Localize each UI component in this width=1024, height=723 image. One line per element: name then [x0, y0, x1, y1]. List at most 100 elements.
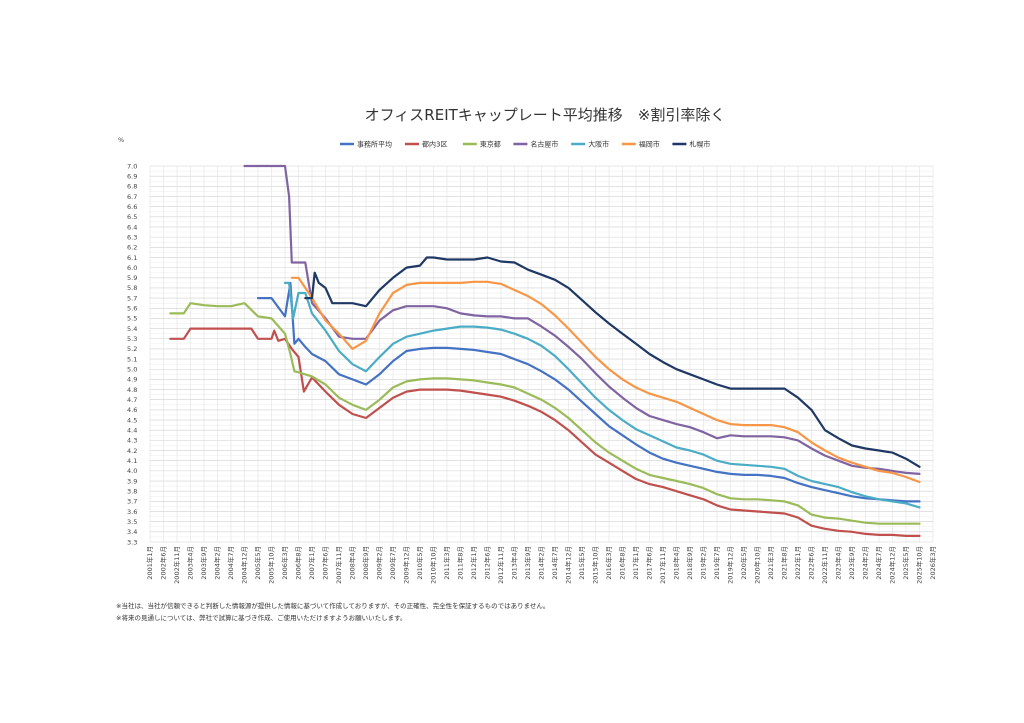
y-tick-label: 6.2: [127, 244, 137, 252]
y-tick-label: 3.4: [127, 528, 137, 536]
x-tick-label: 2009年12月: [402, 546, 411, 584]
x-tick-label: 2019年2月: [699, 546, 708, 580]
y-tick-label: 6.3: [127, 233, 137, 241]
y-tick-label: 4.1: [127, 457, 137, 465]
series-line: [304, 256, 921, 468]
x-tick-label: 2010年10月: [429, 546, 438, 584]
x-tick-label: 2003年9月: [199, 546, 208, 580]
y-tick-label: 6.9: [127, 172, 137, 180]
y-tick-label: 5.3: [127, 335, 137, 343]
y-tick-label: 4.3: [127, 437, 137, 445]
series-group: [169, 164, 921, 537]
x-tick-label: 2009年2月: [375, 546, 384, 580]
y-tick-label: 3.9: [127, 477, 137, 485]
y-tick-label: 6.4: [127, 223, 137, 231]
x-tick-label: 2005年10月: [267, 546, 276, 584]
x-tick-label: 2018年4月: [672, 546, 681, 580]
x-tick-label: 2020年10月: [753, 546, 762, 584]
x-tick-label: 2006年3月: [280, 546, 289, 580]
y-tick-label: 3.7: [127, 498, 137, 506]
x-tick-label: 2020年5月: [739, 546, 748, 580]
y-tick-label: 4.5: [127, 416, 137, 424]
legend-label: 福岡市: [639, 140, 660, 149]
y-tick-label: 4.4: [127, 427, 137, 435]
x-tick-label: 2011年8月: [456, 546, 465, 580]
x-tick-label: 2018年9月: [685, 546, 694, 580]
legend-label: 名古屋市: [530, 140, 558, 149]
y-tick-label: 3.5: [127, 518, 137, 526]
y-tick-label: 4.0: [127, 467, 137, 475]
chart-title: オフィスREITキャップレート平均推移 ※割引率除く: [365, 106, 726, 124]
x-tick-label: 2012年1月: [469, 546, 478, 580]
x-tick-label: 2024年2月: [861, 546, 870, 580]
x-tick-label: 2025年10月: [915, 546, 924, 584]
x-tick-label: 2013年9月: [523, 546, 532, 580]
footnote-1: ※当社は、当社が信頼できると判断した情報源が提供した情報に基づいて作成しておりま…: [116, 602, 550, 610]
x-tick-label: 2012年11月: [496, 546, 505, 584]
y-tick-label: 4.7: [127, 396, 137, 404]
y-tick-label: 4.2: [127, 447, 137, 455]
x-tick-label: 2008年9月: [361, 546, 370, 580]
y-tick-label: 4.8: [127, 386, 137, 394]
x-tick-label: 2014年12月: [564, 546, 573, 584]
y-axis-label: %: [118, 136, 124, 144]
x-tick-label: 2014年7月: [550, 546, 559, 580]
x-tick-label: 2014年2月: [537, 546, 546, 580]
y-tick-label: 5.5: [127, 315, 137, 323]
legend-label: 事務所平均: [357, 140, 392, 149]
x-tick-label: 2016年8月: [618, 546, 627, 580]
y-tick-label: 6.7: [127, 193, 137, 201]
x-tick-label: 2006年8月: [294, 546, 303, 580]
x-tick-label: 2017年1月: [631, 546, 640, 580]
legend-label: 東京都: [480, 140, 501, 149]
x-tick-label: 2007年11月: [334, 546, 343, 584]
x-tick-label: 2017年11月: [658, 546, 667, 584]
x-tick-label: 2021年3月: [766, 546, 775, 580]
x-tick-label: 2008年4月: [348, 546, 357, 580]
y-tick-label: 6.0: [127, 264, 137, 272]
legend-label: 大阪市: [588, 140, 609, 149]
x-tick-label: 2015年5月: [577, 546, 586, 580]
y-tick-label: 5.1: [127, 355, 137, 363]
series-line: [256, 281, 921, 503]
x-tick-label: 2011年3月: [442, 546, 451, 580]
y-tick-label: 5.2: [127, 345, 137, 353]
x-tick-label: 2021年8月: [780, 546, 789, 580]
y-tick-label: 3.8: [127, 487, 137, 495]
x-tick-label: 2024年12月: [888, 546, 897, 584]
x-tick-label: 2004年2月: [213, 546, 222, 580]
y-tick-label: 5.0: [127, 366, 137, 374]
x-tick-label: 2019年7月: [712, 546, 721, 580]
y-axis: 3.3 3.4 3.5 3.6 3.7 3.8 3.9 4.0 4.1 4.2 4.3 4.4 4.5 4…: [127, 162, 137, 546]
y-tick-label: 7.0: [127, 162, 137, 170]
x-tick-label: 2009年7月: [388, 546, 397, 580]
x-tick-label: 2010年5月: [415, 546, 424, 580]
x-tick-label: 2019年12月: [726, 546, 735, 584]
x-tick-label: 2002年11月: [172, 546, 181, 584]
x-tick-label: 2015年10月: [591, 546, 600, 584]
x-tick-label: 2024年7月: [874, 546, 883, 580]
y-tick-label: 6.1: [127, 254, 137, 262]
grid: [149, 165, 934, 543]
legend-label: 都内3区: [422, 140, 447, 149]
x-tick-label: 2026年3月: [928, 546, 937, 580]
x-tick-label: 2005年5月: [253, 546, 262, 580]
x-tick-label: 2002年6月: [159, 546, 168, 580]
y-tick-label: 5.4: [127, 325, 137, 333]
series-line: [169, 327, 921, 537]
x-tick-label: 2023年9月: [847, 546, 856, 580]
y-tick-label: 4.6: [127, 406, 137, 414]
x-tick-label: 2007年6月: [321, 546, 330, 580]
y-tick-label: 4.9: [127, 376, 137, 384]
legend: 事務所平均 都内3区 東京都 名古屋市 大阪市 福岡市 札幌市: [340, 140, 710, 149]
x-tick-label: 2022年6月: [807, 546, 816, 580]
series-line: [283, 281, 921, 509]
y-tick-label: 3.3: [127, 538, 137, 546]
x-tick-label: 2013年4月: [510, 546, 519, 580]
series-line: [290, 276, 921, 484]
y-tick-label: 6.6: [127, 203, 137, 211]
x-tick-label: 2023年4月: [834, 546, 843, 580]
y-tick-label: 6.5: [127, 213, 137, 221]
x-axis: 2001年1月 2002年6月 2002年11月 2003年4月 2003年9月 2004…: [145, 546, 937, 584]
